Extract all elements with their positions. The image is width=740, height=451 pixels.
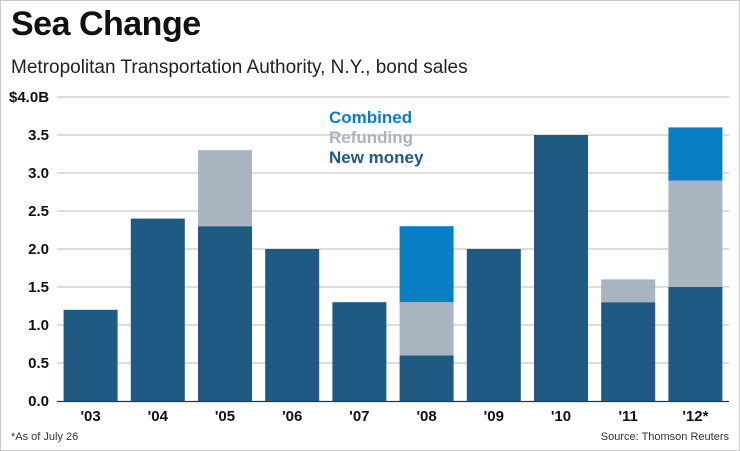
y-tick-label: 3.0: [28, 165, 49, 182]
source-note: Source: Thomson Reuters: [600, 431, 729, 443]
bar-new-money: [668, 287, 723, 401]
x-tick-label: '09: [484, 408, 504, 425]
y-tick-label: 2.0: [28, 241, 49, 258]
x-tick-label: '08: [416, 408, 436, 425]
x-tick-label: '06: [282, 408, 302, 425]
chart-subtitle: Metropolitan Transportation Authority, N…: [11, 57, 468, 78]
bar-combined: [399, 226, 454, 303]
y-tick-label: $4.0B: [9, 89, 49, 106]
chart-title: Sea Change: [11, 5, 201, 43]
bar-combined: [668, 127, 723, 181]
x-tick-label: '12*: [682, 408, 708, 425]
y-tick-label: 1.0: [28, 317, 49, 334]
footnote: *As of July 26: [11, 431, 79, 443]
bar-new-money: [265, 249, 320, 401]
x-tick-label: '10: [551, 408, 571, 425]
bar-new-money: [601, 302, 656, 401]
bar-new-money: [332, 302, 387, 401]
bar-new-money: [399, 355, 454, 401]
bar-new-money: [130, 218, 185, 401]
x-tick-label: '05: [215, 408, 235, 425]
bar-refunding: [399, 302, 454, 356]
x-tick-label: '11: [618, 408, 637, 425]
legend-entry-new-money: New money: [329, 148, 424, 167]
y-tick-label: 0.0: [28, 393, 49, 410]
bar-new-money: [63, 309, 118, 401]
y-tick-label: 1.5: [28, 279, 49, 296]
bar-refunding: [668, 180, 723, 287]
x-tick-label: '04: [148, 408, 169, 425]
bar-refunding: [601, 279, 656, 303]
legend-entry-refunding: Refunding: [329, 128, 413, 147]
y-tick-label: 3.5: [28, 127, 49, 144]
bar-new-money: [534, 135, 588, 401]
y-tick-label: 2.5: [28, 203, 49, 220]
bar-new-money: [466, 249, 521, 401]
bar-refunding: [198, 150, 252, 227]
x-tick-label: '03: [80, 408, 100, 425]
y-tick-label: 0.5: [28, 355, 49, 372]
legend-entry-combined: Combined: [329, 108, 412, 127]
bar-new-money: [198, 226, 252, 401]
x-tick-label: '07: [349, 408, 369, 425]
